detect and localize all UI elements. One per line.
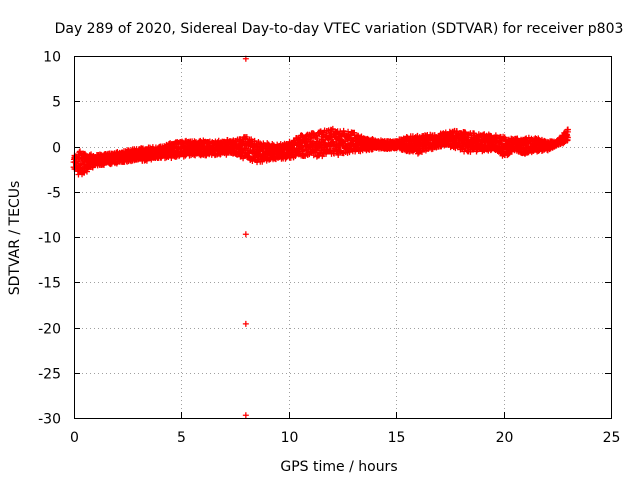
data-point (314, 135, 321, 142)
y-tick-labels: 10 5 0 -5 -10 -15 -20 -25 -30 (38, 50, 61, 428)
x-tick-labels: 0 5 10 15 20 25 (70, 430, 620, 446)
data-point (501, 134, 508, 141)
data-point (222, 140, 229, 147)
x-tick-label: 20 (496, 430, 514, 446)
y-tick-label: -5 (47, 186, 61, 202)
data-point (297, 143, 304, 150)
data-point (295, 136, 302, 143)
data-point (292, 152, 299, 159)
y-axis-label: SDTVAR / TECUs (7, 181, 23, 296)
data-point (340, 127, 347, 134)
y-tick-label: -20 (38, 322, 61, 338)
outlier-point (242, 412, 249, 419)
outlier-point (242, 231, 249, 238)
grid-lines (74, 56, 611, 418)
y-tick-label: 10 (43, 50, 61, 66)
data-point (249, 158, 256, 165)
data-point (251, 137, 258, 144)
chart-title: Day 289 of 2020, Sidereal Day-to-day VTE… (55, 21, 624, 37)
x-tick-label: 15 (388, 430, 406, 446)
x-tick-label: 25 (603, 430, 621, 446)
y-tick-label: 0 (52, 141, 61, 157)
y-tick-label: 5 (52, 95, 61, 111)
x-tick-label: 10 (281, 430, 299, 446)
y-tick-label: -30 (38, 412, 61, 428)
x-axis-label: GPS time / hours (280, 459, 397, 475)
data-point (564, 126, 571, 133)
data-point (243, 134, 250, 141)
outlier-point (242, 320, 249, 327)
axis-ticks (74, 56, 612, 419)
y-tick-label: -10 (38, 231, 61, 247)
x-tick-label: 5 (177, 430, 186, 446)
y-tick-label: -25 (38, 367, 61, 383)
data-point (335, 151, 342, 158)
x-tick-label: 0 (70, 430, 79, 446)
data-points (70, 55, 571, 419)
data-point (564, 134, 571, 141)
y-tick-label: -15 (38, 276, 61, 292)
